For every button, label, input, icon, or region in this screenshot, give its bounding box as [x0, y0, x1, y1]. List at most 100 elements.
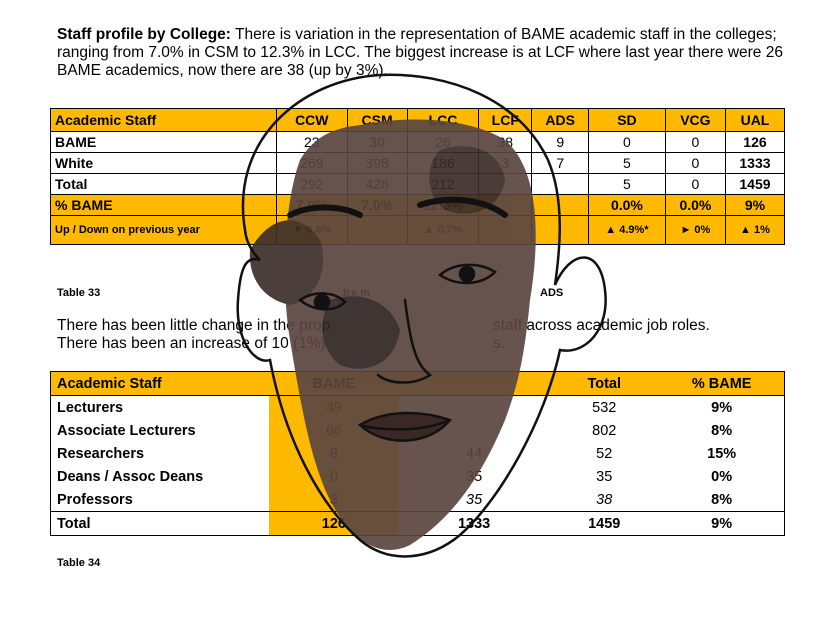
table-row: Deans / Assoc Deans 0 35 35 0% [51, 465, 785, 488]
cell: 7 [531, 152, 590, 174]
intro-bold: Staff profile by College: [57, 26, 231, 43]
col-header: LCC [406, 108, 480, 132]
cell: 0.0% [588, 194, 666, 216]
table-row: Total 292 428 212 5 0 1459 [49, 173, 786, 195]
table-row: Associate Lecturers 66 802 8% [51, 419, 785, 442]
cell: 1459 [724, 173, 786, 195]
cell: 66 [268, 419, 399, 442]
cell: 532 [592, 399, 617, 416]
para2-line2b: s. [493, 335, 506, 352]
intro-paragraph: Staff profile by College: There is varia… [57, 26, 787, 80]
footnote-fragment-2: ADS [540, 287, 564, 299]
cell [399, 419, 549, 442]
table-row: Professors 3 35 38 8% [51, 488, 785, 512]
cell [531, 215, 590, 245]
table-row: White 269 398 186 3 7 5 0 1333 [49, 152, 786, 174]
row-label: Lecturers [57, 399, 124, 416]
cell: 12.3% [406, 194, 480, 216]
cell [531, 194, 590, 216]
cell: 7.9% [276, 194, 348, 216]
table-34-caption: Table 34 [57, 557, 101, 569]
cell: 126 [268, 511, 399, 536]
cell: ▲ 0.7% [406, 215, 480, 245]
cell: 0 [268, 465, 399, 488]
table-row: Researchers 8 44 52 15% [51, 442, 785, 465]
table-row: Lecturers 49 532 9% [51, 395, 785, 420]
cell: 35 [466, 491, 483, 508]
cell: 26 [406, 131, 480, 153]
col-header: ADS [531, 108, 590, 132]
cell: 8 [268, 442, 399, 465]
row-label: Researchers [57, 445, 145, 462]
row-label: BAME [49, 131, 278, 153]
col-header: VCG [664, 108, 726, 132]
cell [478, 173, 533, 195]
cell: 3 [268, 488, 399, 512]
cell: 0 [664, 173, 726, 195]
col-header: CSM [346, 108, 408, 132]
cell: 35 [466, 468, 483, 485]
cell: 7.0% [346, 194, 408, 216]
cell [531, 173, 590, 195]
row-label: Total [50, 511, 269, 536]
cell: 0% [711, 468, 733, 485]
para2-line1b: staff across academic job roles. [493, 317, 710, 334]
cell [346, 215, 408, 245]
row-label: % BAME [49, 194, 278, 216]
table-header-row: Academic Staff BAME Total % BAME [50, 371, 785, 396]
col-header: Academic Staff [50, 371, 269, 396]
col-header: UAL [724, 108, 786, 132]
cell: 398 [346, 152, 408, 174]
pct-bame-row: % BAME 7.9% 7.0% 12.3% 0.0% 0.0% 9% [49, 194, 786, 216]
cell: 0 [664, 152, 726, 174]
row-label: Professors [57, 491, 133, 508]
cell: 38 [478, 131, 533, 153]
table-34: Academic Staff BAME Total % BAME Lecture… [50, 371, 785, 536]
cell: 269 [276, 152, 348, 174]
table-33: Academic Staff CCW CSM LCC LCF ADS SD VC… [49, 108, 786, 245]
table-row: BAME 23 30 26 38 9 0 0 126 [49, 131, 786, 153]
col-header: Total [549, 371, 660, 396]
cell: 1459 [549, 511, 660, 536]
col-header: % BAME [659, 371, 785, 396]
cell: 44 [466, 445, 483, 462]
cell [478, 215, 533, 245]
cell: ▲ 1% [724, 215, 786, 245]
cell: 15% [707, 445, 737, 462]
col-header [398, 371, 550, 396]
cell: 9 [531, 131, 590, 153]
cell: 23 [276, 131, 348, 153]
cell: 9% [724, 194, 786, 216]
cell: 126 [724, 131, 786, 153]
cell: ▼ 0.6% [276, 215, 348, 245]
col-header: SD [588, 108, 666, 132]
col-header: Academic Staff [49, 108, 278, 132]
para2-line2a: There has been an increase of 10 (1%) [57, 335, 326, 352]
cell: 292 [276, 173, 348, 195]
cell: 428 [346, 173, 408, 195]
cell: ► 0% [664, 215, 726, 245]
cell: 35 [596, 468, 613, 485]
cell: 9% [711, 399, 733, 416]
intro-text: There is variation in the representation… [57, 26, 783, 79]
cell: 0 [664, 131, 726, 153]
cell [399, 396, 549, 420]
cell: 1333 [724, 152, 786, 174]
col-header: CCW [276, 108, 348, 132]
col-header: BAME [268, 371, 399, 396]
cell: 30 [346, 131, 408, 153]
para2-line1a: There has been little change in the prop [57, 317, 331, 334]
cell: 5 [588, 173, 666, 195]
cell: 1333 [398, 511, 550, 536]
cell: 212 [406, 173, 480, 195]
total-row: Total 126 1333 1459 9% [50, 511, 785, 536]
row-label: Up / Down on previous year [49, 215, 278, 245]
col-header: LCF [478, 108, 533, 132]
row-label: Deans / Assoc Deans [57, 468, 204, 485]
cell: 0 [588, 131, 666, 153]
cell: 8% [711, 422, 733, 439]
cell: 49 [268, 395, 399, 419]
cell: 52 [596, 445, 613, 462]
row-label: Total [49, 173, 278, 195]
table-header-row: Academic Staff CCW CSM LCC LCF ADS SD VC… [49, 108, 786, 132]
